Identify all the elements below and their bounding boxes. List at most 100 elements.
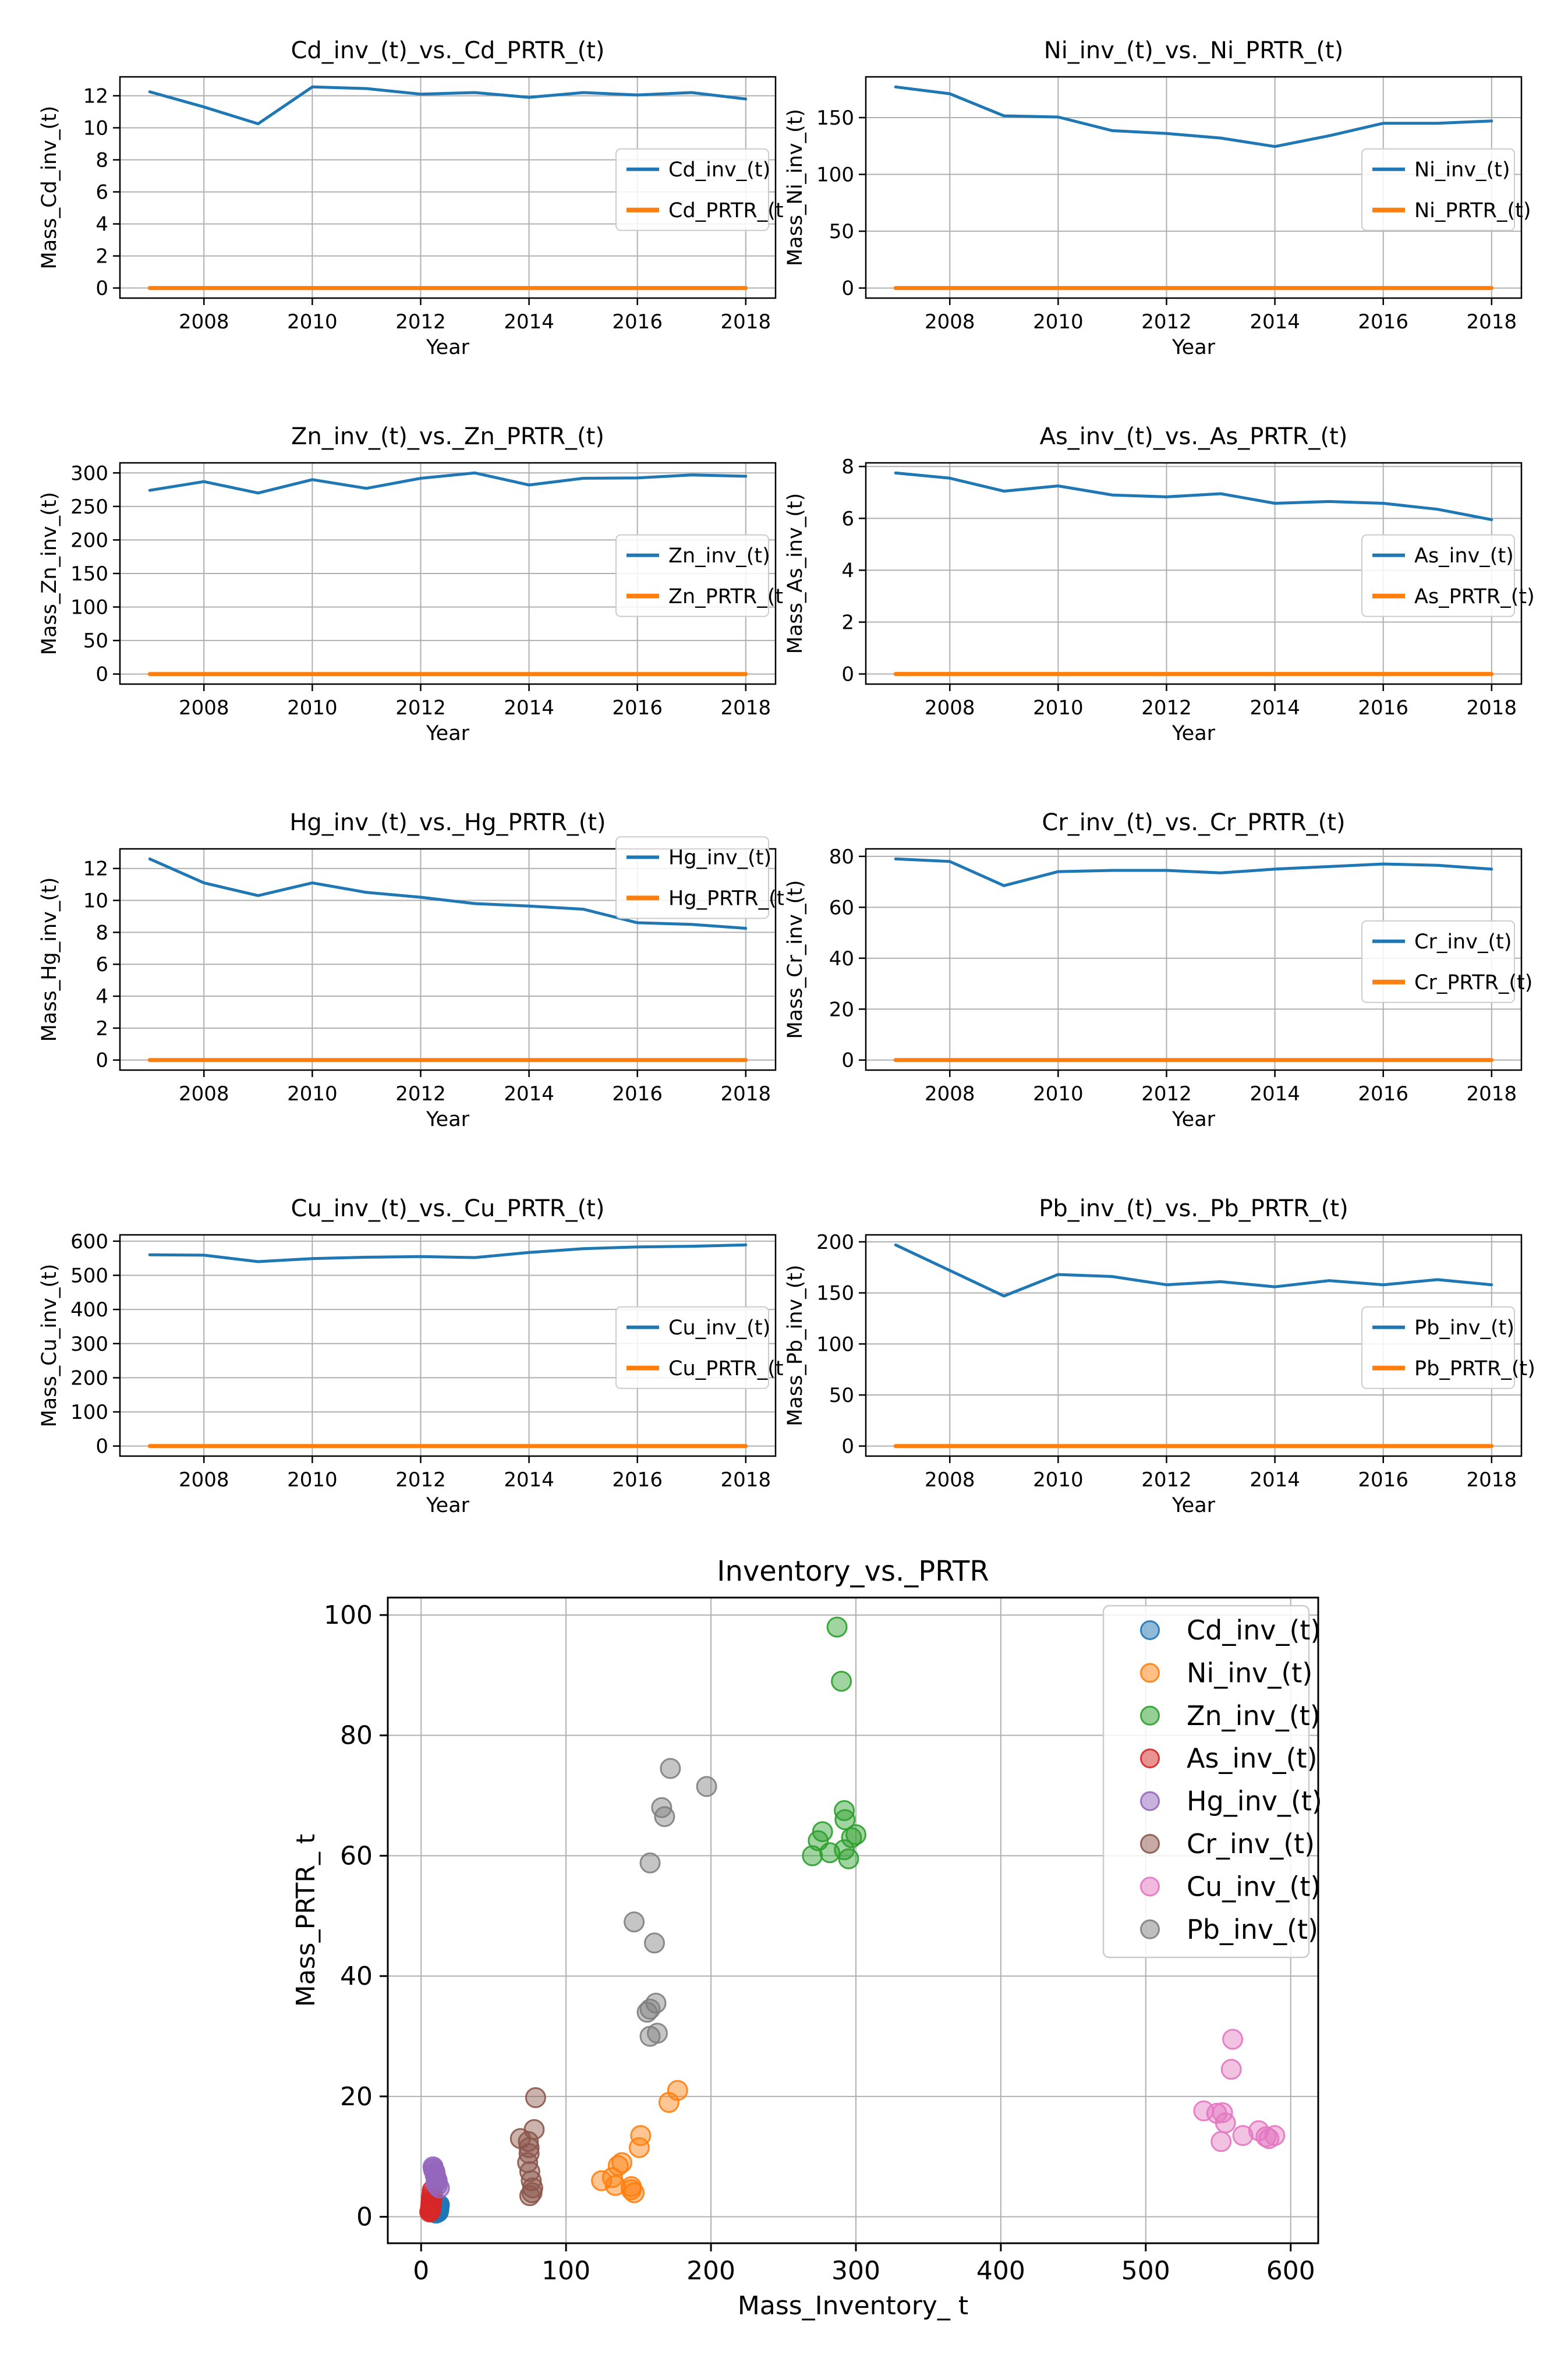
- x-tick-label: 2018: [721, 696, 771, 720]
- chart-title: Zn_inv_(t)_vs._Zn_PRTR_(t): [291, 423, 604, 450]
- scatter-point-Cr_inv_(t): [519, 2185, 540, 2207]
- y-tick-label: 100: [324, 1600, 373, 1630]
- x-tick-label: 2014: [504, 1082, 554, 1106]
- y-axis-label: Mass_Hg_inv_(t): [38, 877, 61, 1042]
- x-tick-label: 2008: [925, 310, 975, 334]
- x-tick-label: 2010: [287, 1082, 338, 1106]
- scatter-point-Cu_inv_(t): [1264, 2125, 1286, 2146]
- line-chart-svg-cu: 2008 2010 2012 2014 2016 2018 0 100 200 300 400 500…: [38, 1195, 791, 1517]
- y-axis-label: Mass_Zn_inv_(t): [38, 492, 61, 655]
- y-tick-label: 8: [841, 455, 854, 479]
- x-tick-label: 2012: [395, 696, 446, 720]
- y-tick-label: 10: [83, 117, 108, 140]
- scatter-point-Pb_inv_(t): [639, 1852, 661, 1874]
- x-axis-label: Year: [1171, 1494, 1216, 1517]
- legend-label: As_PRTR_(t): [1414, 585, 1535, 608]
- y-tick-label: 50: [829, 1384, 854, 1407]
- series-line-Cd_inv_(t): [148, 85, 748, 126]
- scatter-point-Pb_inv_(t): [645, 1992, 667, 2014]
- legend-label: Cr_PRTR_(t): [1414, 971, 1532, 994]
- chart-title: Cu_inv_(t)_vs._Cu_PRTR_(t): [291, 1195, 605, 1222]
- y-tick-label: 6: [841, 507, 854, 530]
- line-chart-svg-cr: 2008 2010 2012 2014 2016 2018 0 20 40 60 80 Cr_inv_…: [784, 809, 1532, 1131]
- chart-title: Ni_inv_(t)_vs._Ni_PRTR_(t): [1044, 37, 1343, 64]
- legend-label: Zn_PRTR_(t): [668, 585, 784, 608]
- y-tick-label: 2: [841, 611, 854, 635]
- legend-label: Hg_PRTR_(t): [668, 887, 784, 910]
- y-tick-label: 40: [340, 1961, 373, 1991]
- scatter-point-Ni_inv_(t): [624, 2182, 645, 2204]
- scatter-point-Ni_inv_(t): [658, 2092, 679, 2113]
- x-tick-label: 2012: [1141, 696, 1192, 720]
- chart-title: Hg_inv_(t)_vs._Hg_PRTR_(t): [289, 809, 606, 836]
- scatter-point-Zn_inv_(t): [812, 1821, 833, 1843]
- scatter-point-Cu_inv_(t): [1222, 2028, 1244, 2050]
- plot-spines: [865, 462, 1523, 685]
- x-tick-label: 2008: [925, 696, 975, 720]
- legend-marker-Pb_inv_(t): [1140, 1919, 1160, 1939]
- x-tick-label: 2014: [504, 696, 554, 720]
- legend-label: As_inv_(t): [1414, 544, 1514, 568]
- y-tick-label: 150: [816, 1282, 854, 1305]
- scatter-point-Zn_inv_(t): [826, 1616, 848, 1638]
- y-tick-label: 8: [95, 149, 108, 172]
- x-tick-label: 100: [541, 2256, 590, 2286]
- y-tick-label: 0: [841, 663, 854, 686]
- y-tick-label: 80: [340, 1721, 373, 1751]
- scatter-point-Pb_inv_(t): [696, 1776, 717, 1797]
- y-tick-label: 100: [816, 164, 854, 187]
- y-tick-label: 6: [95, 953, 108, 976]
- x-tick-label: 2018: [1467, 1082, 1517, 1106]
- y-tick-label: 600: [70, 1230, 108, 1253]
- x-tick-label: 2016: [612, 1468, 663, 1492]
- x-tick-label: 2016: [1358, 1082, 1408, 1106]
- x-tick-label: 2016: [1358, 1468, 1408, 1492]
- y-tick-label: 4: [95, 213, 108, 236]
- series-line-Ni_inv_(t): [894, 85, 1493, 148]
- x-tick-label: 2018: [721, 310, 771, 334]
- y-tick-label: 8: [95, 921, 108, 944]
- x-tick-label: 2008: [179, 696, 229, 720]
- scatter-point-Cr_inv_(t): [525, 2087, 546, 2108]
- plot-spines: [865, 848, 1523, 1071]
- line-chart-svg-cd: 2008 2010 2012 2014 2016 2018 0 2 4 6 8 10 12 Cd_inv_…: [38, 37, 791, 359]
- line-chart-svg-as: 2008 2010 2012 2014 2016 2018 0 2 4 6 8 As_inv_(t)_…: [784, 423, 1535, 745]
- x-tick-label: 0: [413, 2256, 429, 2286]
- scatter-point-Cr_inv_(t): [518, 2137, 540, 2158]
- y-tick-label: 100: [70, 596, 108, 619]
- y-tick-label: 0: [841, 1049, 854, 1072]
- scatter-point-Ni_inv_(t): [611, 2152, 632, 2173]
- x-tick-label: 2018: [721, 1468, 771, 1492]
- y-tick-label: 4: [95, 985, 108, 1008]
- y-tick-label: 250: [70, 495, 108, 519]
- x-tick-label: 2018: [1467, 310, 1517, 334]
- scatter-point-Cu_inv_(t): [1210, 2131, 1232, 2152]
- legend-marker-As_inv_(t): [1140, 1748, 1160, 1769]
- x-tick-label: 2010: [1033, 310, 1084, 334]
- y-tick-label: 20: [829, 998, 854, 1021]
- y-tick-label: 2: [95, 1017, 108, 1040]
- x-tick-label: 2010: [287, 696, 338, 720]
- scatter-point-As_inv_(t): [419, 2201, 441, 2223]
- scatter-point-Hg_inv_(t): [422, 2156, 444, 2177]
- y-tick-label: 6: [95, 181, 108, 204]
- y-tick-label: 60: [340, 1841, 373, 1871]
- y-tick-label: 0: [95, 277, 108, 300]
- x-tick-label: 2016: [612, 310, 663, 334]
- y-axis-label: Mass_Cu_inv_(t): [38, 1264, 61, 1428]
- y-tick-label: 4: [841, 559, 854, 582]
- y-tick-label: 80: [829, 845, 854, 869]
- chart-inventory-vs-prtr: 0 100 200 300 400 500 600 0 20 40 60 80 100 Inventory…: [0, 1508, 1568, 2369]
- x-tick-label: 2014: [1250, 1468, 1300, 1492]
- chart-title: Cr_inv_(t)_vs._Cr_PRTR_(t): [1042, 809, 1345, 836]
- legend-label: Cr_inv_(t): [1187, 1828, 1315, 1860]
- chart-as: 2008 2010 2012 2014 2016 2018 0 2 4 6 8 As_inv_(t)_…: [784, 386, 1568, 772]
- y-tick-label: 12: [83, 84, 108, 108]
- legend-label: Hg_inv_(t): [668, 846, 771, 869]
- line-chart-svg-hg: 2008 2010 2012 2014 2016 2018 0 2 4 6 8 10 12 Hg_inv_…: [38, 809, 792, 1131]
- y-axis-label: Mass_Cd_inv_(t): [38, 106, 61, 270]
- x-tick-label: 2010: [287, 310, 338, 334]
- y-tick-label: 0: [95, 1049, 108, 1072]
- x-tick-label: 2010: [287, 1468, 338, 1492]
- legend-marker-Ni_inv_(t): [1140, 1663, 1160, 1683]
